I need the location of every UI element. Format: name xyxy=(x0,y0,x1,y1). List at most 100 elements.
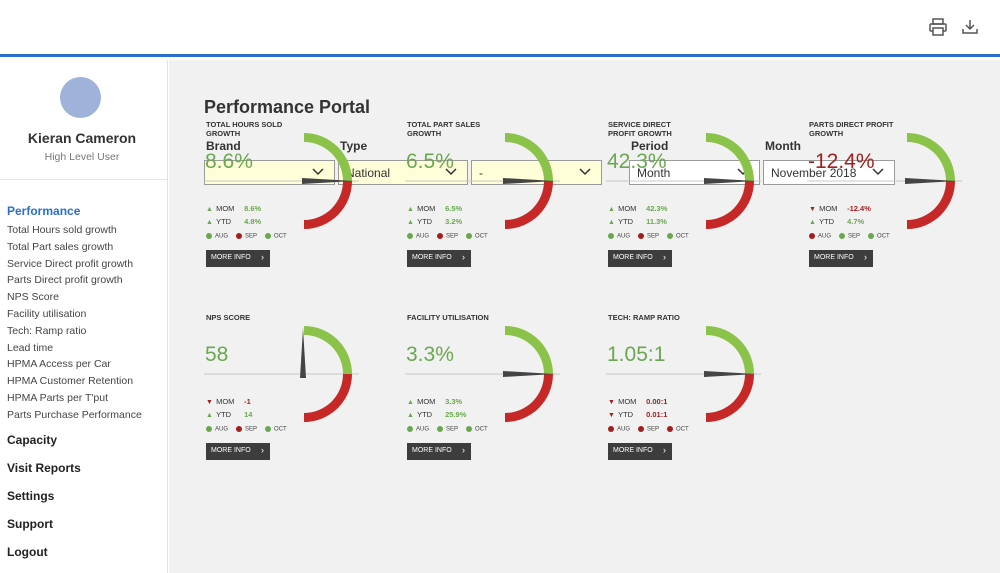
chevron-right-icon: › xyxy=(864,252,867,262)
more-info-button[interactable]: MORE INFO › xyxy=(407,250,471,267)
sidebar-item[interactable]: Parts Direct profit growth xyxy=(7,274,123,287)
kpi-value: 1.05:1 xyxy=(607,343,666,366)
top-bar xyxy=(0,0,1000,57)
ytd-value: 4.8% xyxy=(244,217,262,226)
gauge-chart xyxy=(807,133,962,229)
sidebar-item[interactable]: Lead time xyxy=(7,341,54,354)
month-status-row: AUG SEP OCT xyxy=(809,233,898,240)
mom-label: MOM xyxy=(618,204,637,213)
kpi-value: 6.5% xyxy=(406,150,454,173)
month-status-row: AUG SEP OCT xyxy=(206,426,295,433)
kpi-card: NPS SCORE 58 ▼ MOM -1 ▲ YTD 14 AUG SEP OCT MORE I… xyxy=(204,313,384,483)
status-dot xyxy=(437,233,444,239)
status-dot xyxy=(265,426,272,432)
more-info-button[interactable]: MORE INFO › xyxy=(407,443,471,460)
sidebar-item[interactable]: Tech: Ramp ratio xyxy=(7,324,87,337)
nav-performance[interactable]: Performance xyxy=(7,204,81,218)
more-info-button[interactable]: MORE INFO › xyxy=(206,250,270,267)
ytd-row: ▲ YTD 4.8% xyxy=(206,217,261,226)
sidebar-item[interactable]: NPS Score xyxy=(7,291,59,304)
month-select-value: November 2018 xyxy=(771,166,857,180)
status-dot xyxy=(608,426,614,432)
sidebar-item[interactable]: Facility utilisation xyxy=(7,308,87,320)
mom-value: -1 xyxy=(244,397,251,406)
ytd-value: 0.01:1 xyxy=(646,410,668,419)
status-dot xyxy=(608,233,614,239)
nav-logout[interactable]: Logout xyxy=(7,545,48,559)
kpi-card: TOTAL HOURS SOLD GROWTH 8.6% ▲ MOM 8.6% ▲ YT… xyxy=(204,120,384,290)
ytd-row: ▼ YTD 0.01:1 xyxy=(608,410,667,419)
status-dot xyxy=(236,426,243,432)
month-label: SEP xyxy=(446,426,459,433)
sidebar-item[interactable]: Service Direct profit growth xyxy=(7,257,134,270)
arrow-down-icon: ▼ xyxy=(608,399,615,406)
gauge-chart xyxy=(606,133,761,229)
more-info-button[interactable]: MORE INFO › xyxy=(206,443,270,460)
arrow-up-icon: ▲ xyxy=(407,399,414,406)
month-label: SEP xyxy=(245,426,258,433)
mom-row: ▲ MOM 42.3% xyxy=(608,204,667,213)
ytd-label: YTD xyxy=(417,410,433,419)
chevron-right-icon: › xyxy=(261,445,264,455)
month-label: AUG xyxy=(215,233,229,240)
month-label: OCT xyxy=(877,233,890,240)
kpi-value: 42.3% xyxy=(607,150,667,173)
kpi-value: -12.4% xyxy=(808,150,875,173)
brand-label: Brand xyxy=(206,139,241,153)
nav-capacity[interactable]: Capacity xyxy=(7,433,58,447)
printer-icon[interactable] xyxy=(928,17,948,37)
mom-label: MOM xyxy=(417,397,436,406)
sidebar-item[interactable]: HPMA Customer Retention xyxy=(7,375,134,388)
sidebar-item[interactable]: HPMA Access per Car xyxy=(7,358,111,371)
kpi-value: 3.3% xyxy=(406,343,454,366)
nav-settings[interactable]: Settings xyxy=(7,489,55,503)
more-info-button[interactable]: MORE INFO › xyxy=(608,250,672,267)
kpi-card: TECH: RAMP RATIO 1.05:1 ▼ MOM 0.00:1 ▼ YTD 0.… xyxy=(606,313,786,483)
chevron-down-icon xyxy=(872,168,884,176)
mom-row: ▲ MOM 3.3% xyxy=(407,397,462,406)
chevron-down-icon xyxy=(579,168,591,176)
mom-row: ▲ MOM 8.6% xyxy=(206,204,261,213)
month-label: AUG xyxy=(416,233,430,240)
kpi-title: PARTS DIRECT PROFIT GROWTH xyxy=(809,120,894,138)
arrow-up-icon: ▲ xyxy=(206,412,213,419)
nav-support[interactable]: Support xyxy=(7,517,53,531)
status-dot xyxy=(265,233,272,239)
arrow-down-icon: ▼ xyxy=(809,206,816,213)
status-dot xyxy=(667,426,674,432)
month-status-row: AUG SEP OCT xyxy=(608,233,697,240)
sidebar-item[interactable]: Total Hours sold growth xyxy=(7,224,117,236)
nav-visit-reports[interactable]: Visit Reports xyxy=(7,461,81,475)
gauge-chart xyxy=(405,133,560,229)
sidebar-item[interactable]: Total Part sales growth xyxy=(7,240,114,253)
mom-value: 8.6% xyxy=(244,204,262,213)
status-dot xyxy=(407,233,413,239)
arrow-up-icon: ▲ xyxy=(809,219,816,226)
kpi-title: NPS SCORE xyxy=(206,313,251,322)
mom-value: 0.00:1 xyxy=(646,397,668,406)
more-info-button[interactable]: MORE INFO › xyxy=(608,443,672,460)
more-info-label: MORE INFO xyxy=(613,254,653,261)
ytd-value: 14 xyxy=(244,410,253,419)
mom-value: 3.3% xyxy=(445,397,463,406)
sidebar-item[interactable]: HPMA Parts per T'put xyxy=(7,392,109,404)
status-dot xyxy=(407,426,413,432)
sidebar-item[interactable]: Parts Purchase Performance xyxy=(7,408,142,421)
download-icon[interactable] xyxy=(960,17,980,37)
chevron-right-icon: › xyxy=(462,445,465,455)
more-info-button[interactable]: MORE INFO › xyxy=(809,250,873,267)
more-info-label: MORE INFO xyxy=(613,447,653,454)
ytd-value: 3.2% xyxy=(445,217,463,226)
chevron-right-icon: › xyxy=(261,252,264,262)
month-status-row: AUG SEP OCT xyxy=(608,426,697,433)
month-label: OCT xyxy=(676,233,689,240)
status-dot xyxy=(466,426,473,432)
kpi-card: SERVICE DIRECT PROFIT GROWTH 42.3% ▲ MOM 42… xyxy=(606,120,786,290)
mom-label: MOM xyxy=(417,204,436,213)
month-label: OCT xyxy=(676,426,689,433)
kpi-card: TOTAL PART SALES GROWTH 6.5% ▲ MOM 6.5% ▲ YT… xyxy=(405,120,585,290)
ytd-row: ▲ YTD 4.7% xyxy=(809,217,864,226)
gauge-chart xyxy=(204,326,359,422)
arrow-down-icon: ▼ xyxy=(206,399,213,406)
month-status-row: AUG SEP OCT xyxy=(407,233,496,240)
